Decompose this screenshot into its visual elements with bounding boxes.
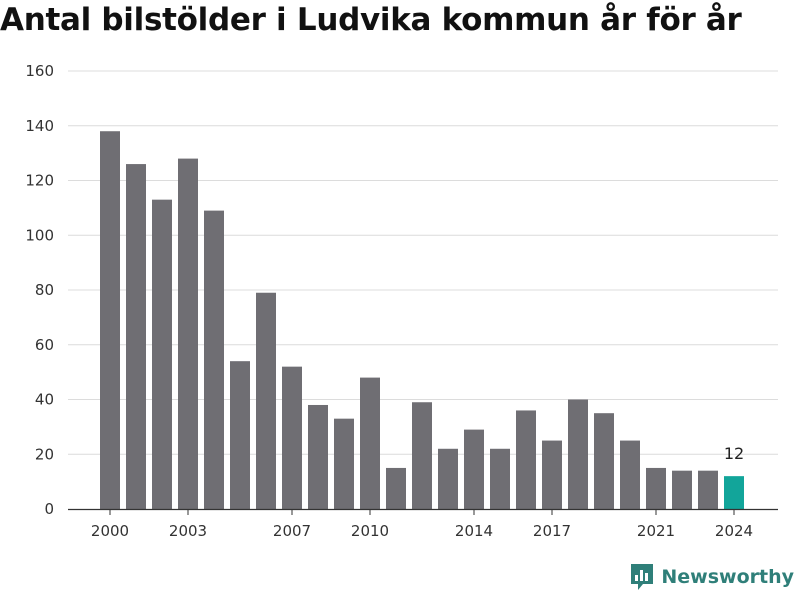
- bar-2011: [386, 467, 406, 509]
- bars: [100, 131, 744, 510]
- x-tick-label: 2003: [169, 522, 207, 540]
- bar-2016: [516, 410, 536, 509]
- x-tick-label: 2007: [273, 522, 311, 540]
- x-tick-label: 2000: [91, 522, 129, 540]
- annotations: 12: [724, 444, 744, 463]
- bar-2012: [412, 402, 432, 509]
- bar-2000: [100, 131, 120, 509]
- bar-2007: [282, 366, 302, 509]
- bar-2019: [594, 413, 614, 509]
- newsworthy-logo: Newsworthy: [629, 562, 794, 592]
- x-tick-label: 2017: [533, 522, 571, 540]
- bar-2006: [256, 292, 276, 509]
- bar-2022: [672, 470, 692, 509]
- y-axis-ticks: 0 20 40 60 80 100 120 140 160: [25, 62, 54, 518]
- bar-2024: [724, 476, 744, 509]
- brand-name: Newsworthy: [661, 566, 794, 588]
- x-axis: 2000 2003 2007 2010 2014 2017 2021 2024: [68, 508, 778, 540]
- bar-2001: [126, 164, 146, 509]
- x-tick-label: 2024: [715, 522, 753, 540]
- bar-2013: [438, 448, 458, 509]
- y-tick-label: 80: [35, 281, 54, 299]
- y-tick-label: 140: [25, 117, 54, 135]
- bar-2017: [542, 440, 562, 509]
- y-tick-label: 20: [35, 445, 54, 463]
- x-tick-label: 2010: [351, 522, 389, 540]
- bar-2010: [360, 377, 380, 509]
- bar-2003: [178, 158, 198, 509]
- bar-2002: [152, 199, 172, 509]
- bar-2009: [334, 418, 354, 509]
- chart-title: Antal bilstölder i Ludvika kommun år för…: [0, 2, 742, 38]
- bar-chart-logo-icon: [631, 564, 654, 590]
- bar-2021: [646, 467, 666, 509]
- x-tick-label: 2014: [455, 522, 493, 540]
- y-tick-label: 100: [25, 226, 54, 244]
- bar-2008: [308, 404, 328, 509]
- bar-2018: [568, 399, 588, 509]
- gridlines: [68, 70, 778, 455]
- bar-2005: [230, 361, 250, 509]
- bar-2020: [620, 440, 640, 509]
- bar-2004: [204, 210, 224, 510]
- bar-2015: [490, 448, 510, 509]
- y-tick-label: 160: [25, 62, 54, 80]
- x-tick-label: 2021: [637, 522, 675, 540]
- y-tick-label: 40: [35, 391, 54, 409]
- y-tick-label: 120: [25, 172, 54, 190]
- data-label: 12: [724, 444, 744, 463]
- bar-2023: [698, 470, 718, 509]
- y-tick-label: 0: [44, 500, 54, 518]
- bar-2014: [464, 429, 484, 509]
- y-tick-label: 60: [35, 336, 54, 354]
